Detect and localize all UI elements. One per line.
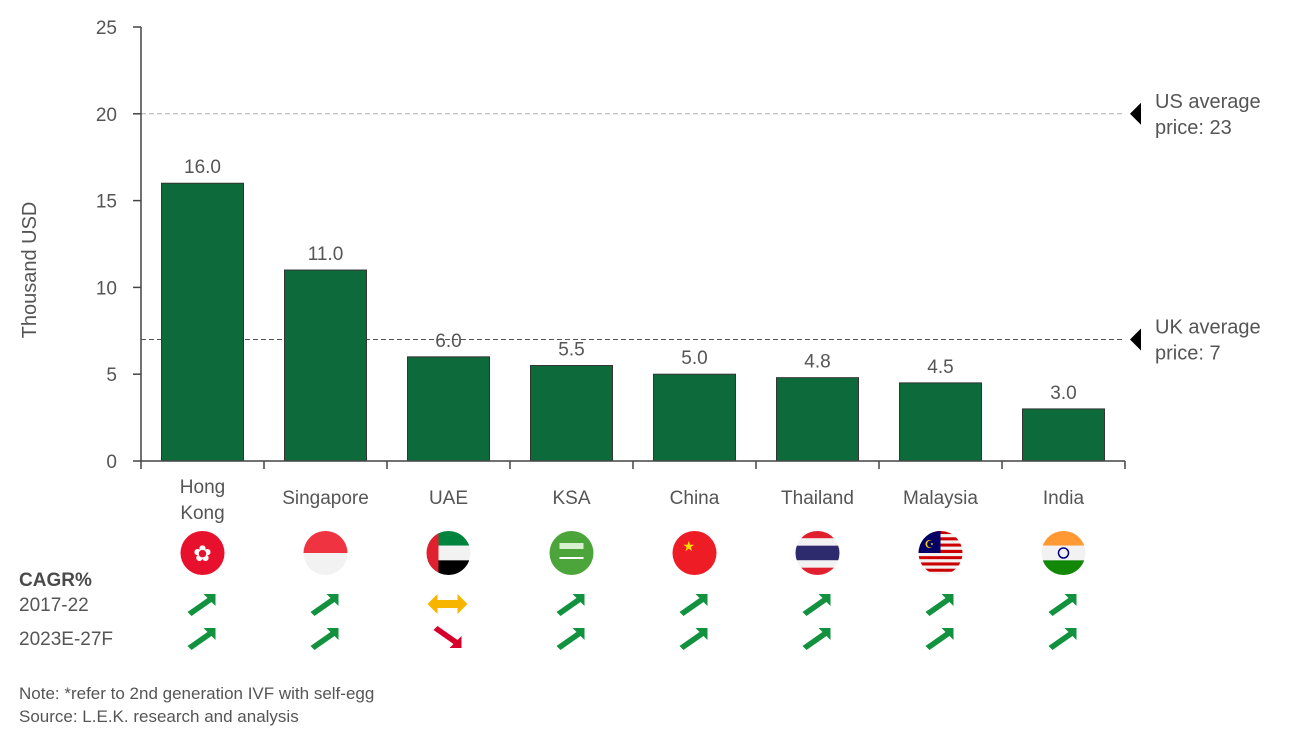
svg-text:✿: ✿ — [193, 541, 211, 566]
trend-up-arrow-icon — [802, 594, 831, 616]
x-tick-label: Singapore — [282, 488, 369, 509]
data-label: 11.0 — [308, 244, 344, 265]
cagr-period-label: 2017-22 — [19, 595, 89, 616]
y-tick-label: 20 — [96, 105, 117, 126]
bar — [530, 365, 613, 462]
reference-marker-icon — [1130, 102, 1141, 125]
bar — [1022, 408, 1105, 462]
trend-up-arrow-icon — [802, 628, 831, 650]
data-label: 4.8 — [804, 352, 830, 373]
data-label: 3.0 — [1050, 383, 1076, 404]
trend-up-arrow-icon — [310, 628, 339, 650]
china-flag-icon: ★ — [672, 531, 717, 575]
trend-flat-arrow-icon — [427, 594, 468, 614]
cagr-period-label: 2023E-27F — [19, 629, 113, 650]
trend-up-arrow-icon — [679, 594, 708, 616]
x-tick-label: Malaysia — [903, 488, 978, 509]
trend-up-arrow-icon — [679, 628, 708, 650]
bar — [899, 382, 982, 462]
data-label: 16.0 — [184, 157, 221, 178]
bar — [653, 373, 736, 462]
india-flag-icon — [1041, 531, 1086, 575]
y-tick-label: 15 — [96, 192, 117, 213]
trend-up-arrow-icon — [556, 594, 585, 616]
x-tick-label: India — [1043, 488, 1085, 509]
footer-note: Note: *refer to 2nd generation IVF with … — [19, 684, 375, 703]
reference-label: US average — [1155, 91, 1261, 113]
data-label: 6.0 — [435, 331, 461, 352]
trend-up-arrow-icon — [556, 628, 585, 650]
y-tick-label: 5 — [106, 365, 117, 386]
x-tick-label: KSA — [552, 488, 590, 509]
trend-up-arrow-icon — [187, 628, 216, 650]
trend-up-arrow-icon — [925, 594, 954, 616]
trend-up-arrow-icon — [1048, 628, 1077, 650]
saudi-arabia-flag-icon — [549, 531, 594, 575]
bar — [284, 269, 367, 462]
trend-up-arrow-icon — [310, 594, 339, 616]
svg-text:★: ★ — [683, 538, 696, 554]
reference-label: price: 7 — [1155, 342, 1221, 364]
trend-up-arrow-icon — [925, 628, 954, 650]
y-tick-label: 25 — [96, 18, 117, 39]
footer-source: Source: L.E.K. research and analysis — [19, 707, 299, 726]
malaysia-flag-icon: ☪ — [918, 531, 963, 575]
svg-text:☪: ☪ — [925, 539, 935, 551]
thailand-flag-icon — [795, 531, 840, 575]
y-axis-title: Thousand USD — [19, 202, 41, 339]
y-tick-label: 0 — [106, 452, 117, 473]
reference-label: UK average — [1155, 316, 1261, 338]
trend-up-arrow-icon — [1048, 594, 1077, 616]
bar — [776, 377, 859, 462]
uae-flag-icon — [426, 531, 471, 575]
data-label: 5.0 — [681, 348, 707, 369]
data-label: 5.5 — [558, 340, 584, 361]
trend-down-arrow-icon — [433, 626, 462, 648]
x-tick-label: Kong — [180, 503, 224, 524]
x-tick-label: UAE — [429, 488, 468, 509]
cagr-heading: CAGR% — [19, 570, 92, 591]
x-tick-label: Thailand — [781, 488, 854, 509]
x-tick-label: China — [670, 488, 720, 509]
singapore-flag-icon — [303, 531, 348, 575]
hong-kong-flag-icon: ✿ — [180, 531, 225, 575]
reference-label: price: 23 — [1155, 117, 1232, 139]
x-tick-label: Hong — [180, 477, 225, 498]
trend-up-arrow-icon — [187, 594, 216, 616]
bar — [161, 182, 244, 462]
reference-marker-icon — [1130, 328, 1141, 351]
bar — [407, 356, 490, 462]
y-tick-label: 10 — [96, 278, 117, 299]
data-label: 4.5 — [927, 357, 953, 378]
